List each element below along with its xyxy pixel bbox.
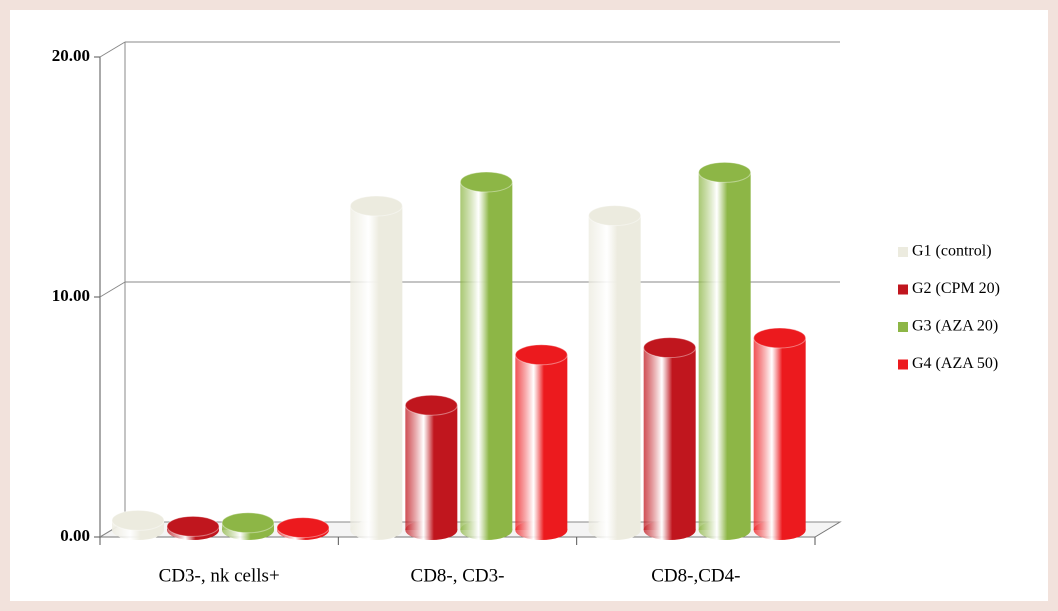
legend-swatch bbox=[898, 284, 908, 295]
legend-label: G4 (AZA 50) bbox=[912, 355, 998, 372]
bar bbox=[698, 161, 752, 540]
x-tick-label: CD8-,CD4- bbox=[651, 565, 740, 586]
legend-swatch bbox=[898, 247, 908, 257]
legend-label: G2 (CPM 20) bbox=[912, 280, 1000, 297]
bar bbox=[221, 512, 275, 540]
legend-swatch bbox=[898, 359, 908, 370]
bar bbox=[588, 205, 642, 540]
bar bbox=[514, 344, 568, 540]
y-tick-label: 10.00 bbox=[52, 286, 90, 305]
legend-label: G3 (AZA 20) bbox=[912, 318, 998, 335]
bar bbox=[753, 327, 807, 540]
grid-line bbox=[99, 281, 126, 298]
legend-label: G1 (control) bbox=[912, 243, 992, 260]
bar bbox=[349, 195, 403, 540]
grid-line bbox=[99, 41, 126, 58]
x-tick-label: CD8-, CD3- bbox=[411, 565, 505, 586]
bar bbox=[111, 509, 165, 540]
bar bbox=[166, 515, 220, 540]
y-tick-label: 0.00 bbox=[60, 526, 90, 545]
legend-swatch bbox=[898, 322, 908, 332]
x-tick-label: CD3-, nk cells+ bbox=[159, 565, 280, 586]
bar bbox=[404, 394, 458, 540]
y-tick-label: 20.00 bbox=[52, 46, 90, 65]
bar bbox=[276, 517, 330, 540]
bar bbox=[643, 337, 697, 540]
bar bbox=[459, 171, 513, 540]
